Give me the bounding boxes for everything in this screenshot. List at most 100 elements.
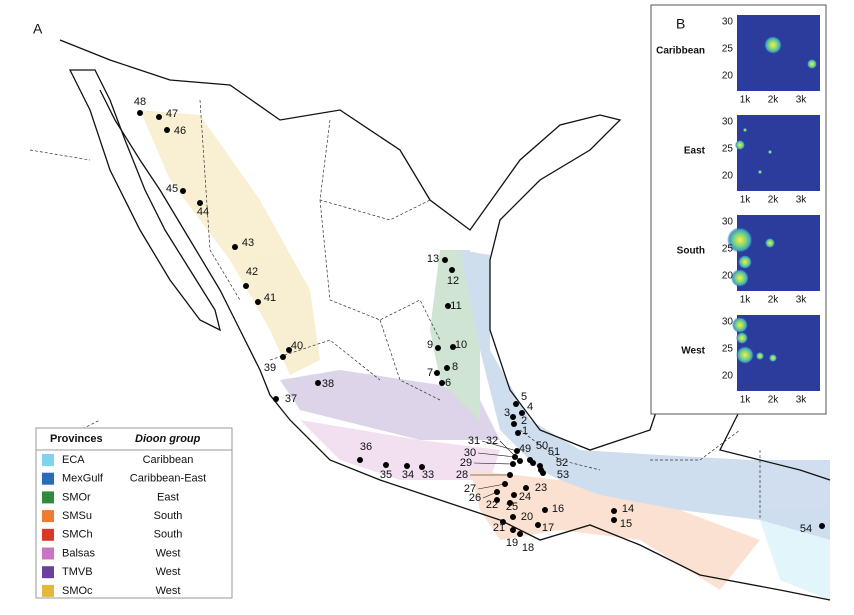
site-label: 26 xyxy=(469,492,481,504)
density-blob xyxy=(769,354,777,362)
site-label: 9 xyxy=(427,339,433,351)
density-blob xyxy=(736,332,748,344)
site-point xyxy=(442,257,448,263)
y-tick-label: 30 xyxy=(722,17,734,28)
legend-province: MexGulf xyxy=(62,473,104,485)
site-point xyxy=(434,370,440,376)
site-label: 13 xyxy=(427,253,439,265)
x-tick-label: 3k xyxy=(796,295,808,306)
legend-swatch xyxy=(42,454,54,466)
leader-line xyxy=(499,440,521,462)
x-tick-label: 2k xyxy=(768,295,780,306)
site-label: 50 xyxy=(536,440,548,452)
site-label: 44 xyxy=(197,206,209,218)
density-blob xyxy=(743,128,747,132)
site-point xyxy=(280,354,286,360)
site-point xyxy=(494,497,500,503)
legend-group: West xyxy=(156,585,181,597)
site-label: 49 xyxy=(519,443,531,455)
site-point xyxy=(611,517,617,523)
heatmap-title: Caribbean xyxy=(656,46,705,57)
site-point xyxy=(540,470,546,476)
x-tick-label: 1k xyxy=(740,95,752,106)
inset-panel: B Caribbean 30 25 20 1k 2k 3k East 30 25 20 1k 2k 3k S… xyxy=(650,4,827,415)
x-tick-label: 3k xyxy=(796,95,808,106)
site-label: 19 xyxy=(506,537,518,549)
site-label: 6 xyxy=(445,377,451,389)
site-point xyxy=(542,507,548,513)
legend-province: SMCh xyxy=(62,529,93,541)
legend-box xyxy=(35,427,233,599)
site-point xyxy=(232,244,238,250)
site-label: 40 xyxy=(291,340,303,352)
site-point xyxy=(439,380,445,386)
site-label: 43 xyxy=(242,237,254,249)
legend-swatch xyxy=(42,566,54,579)
site-point xyxy=(510,527,516,533)
legend-group: Caribbean-East xyxy=(130,473,206,485)
site-label: 34 xyxy=(402,469,414,481)
site-point xyxy=(510,461,516,467)
site-label: 3 xyxy=(504,407,510,419)
site-label: 32 xyxy=(486,435,498,447)
state-borders xyxy=(29,99,761,520)
site-label: 33 xyxy=(422,469,434,481)
site-point xyxy=(273,396,279,402)
site-point xyxy=(180,188,186,194)
heatmap-title: West xyxy=(681,346,705,357)
site-point xyxy=(243,283,249,289)
site-label: 8 xyxy=(452,361,458,373)
site-label: 11 xyxy=(450,300,461,312)
x-tick-label: 2k xyxy=(768,195,780,206)
legend-swatch xyxy=(42,510,54,523)
y-tick-label: 30 xyxy=(722,117,734,128)
site-label: 35 xyxy=(380,469,392,481)
site-point xyxy=(819,523,825,529)
legend-header: Dioon group xyxy=(135,433,201,445)
site-point xyxy=(450,344,456,350)
heatmap xyxy=(737,115,820,191)
density-blob xyxy=(768,150,772,154)
site-label: 54 xyxy=(800,523,812,535)
site-label: 45 xyxy=(166,183,178,195)
legend-group: West xyxy=(156,547,181,559)
site-label: 1 xyxy=(522,425,528,437)
site-point xyxy=(255,299,261,305)
density-blob xyxy=(764,36,782,54)
site-point xyxy=(517,458,523,464)
site-point xyxy=(511,421,517,427)
site-label: 27 xyxy=(464,483,476,495)
site-point xyxy=(517,531,523,537)
site-point xyxy=(444,365,450,371)
site-label: 48 xyxy=(134,96,146,108)
site-label: 37 xyxy=(285,393,297,405)
legend: Provinces Dioon group ECA Caribbean MexGul… xyxy=(35,427,233,599)
site-point xyxy=(513,401,519,407)
site-point xyxy=(530,460,536,466)
legend-swatch xyxy=(42,528,54,541)
leader-line xyxy=(477,483,506,490)
legend-swatch xyxy=(42,491,54,504)
y-tick-label: 25 xyxy=(722,344,734,355)
site-label: 20 xyxy=(521,511,533,523)
y-tick-label: 30 xyxy=(722,217,734,228)
site-label: 38 xyxy=(322,378,334,390)
site-label: 22 xyxy=(486,499,498,511)
site-label: 51 xyxy=(548,446,560,458)
density-blob xyxy=(807,59,817,69)
site-label: 46 xyxy=(174,125,186,137)
y-tick-label: 20 xyxy=(722,271,734,282)
site-label: 4 xyxy=(527,401,533,413)
legend-province: SMOr xyxy=(62,491,91,503)
site-label: 53 xyxy=(557,469,569,481)
legend-province: SMSu xyxy=(62,510,92,522)
legend-header: Provinces xyxy=(50,433,103,445)
site-label: 36 xyxy=(360,441,372,453)
x-tick-label: 2k xyxy=(768,395,780,406)
density-blob xyxy=(732,317,748,333)
site-label: 5 xyxy=(521,391,527,403)
site-label: 10 xyxy=(455,339,467,351)
panel-label: B xyxy=(676,16,685,32)
